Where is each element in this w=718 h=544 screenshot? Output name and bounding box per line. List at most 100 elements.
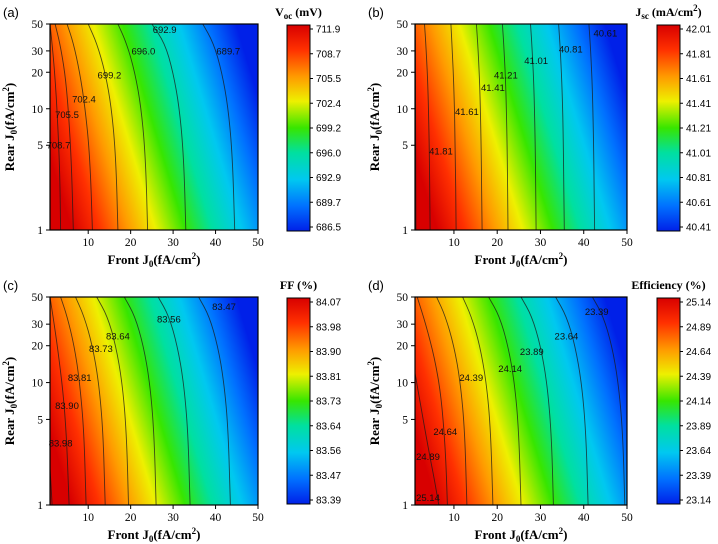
contour-label: 24.64: [433, 427, 457, 438]
contour-line: [530, 24, 537, 230]
colorbar-tick-label: 711.9: [316, 25, 341, 36]
contour-line: [450, 24, 457, 230]
y-tick-label: 20: [32, 341, 44, 353]
colorbar-title-sub: oc: [284, 11, 293, 21]
y-tick-label: 10: [397, 378, 409, 390]
x-axis-label: Front J0(fA/cm2): [475, 526, 568, 544]
colorbar-tick-label: 83.47: [316, 471, 341, 482]
x-label-sup: 2: [559, 251, 564, 261]
colorbar-tick-label: 24.39: [686, 372, 711, 383]
contour-label: 696.0: [131, 46, 155, 57]
x-label-sup: 2: [559, 526, 564, 536]
x-label-sup: 2: [192, 251, 197, 261]
y-tick-label: 1: [402, 225, 408, 237]
y-label-sub: 0: [9, 403, 19, 408]
x-tick-label: 40: [578, 237, 590, 249]
y-label-end: ): [367, 83, 382, 87]
colorbar: [656, 24, 681, 232]
colorbar-tick-label: 23.39: [686, 471, 711, 482]
colorbar-title: Jsc (mA/cm2): [635, 3, 701, 21]
y-tick-label: 5: [37, 140, 43, 152]
colorbar-tick-label: 699.2: [316, 124, 341, 135]
contour-label: 83.98: [49, 439, 73, 450]
x-label-end: ): [563, 527, 567, 542]
y-label-unit: (fA/cm: [367, 91, 382, 129]
contour-line: [123, 297, 157, 505]
plot-background: [50, 24, 258, 230]
colorbar-tick-label: 696.0: [316, 148, 341, 159]
x-tick-label: 10: [82, 512, 94, 524]
colorbar-tick-label: 41.41: [686, 99, 711, 110]
colorbar: [286, 297, 311, 505]
colorbar-tick-label: 83.56: [316, 446, 341, 457]
contour-line: [558, 24, 565, 230]
x-label-sub: 0: [516, 259, 521, 269]
y-tick-label: 30: [32, 46, 44, 58]
colorbar-tick-label: 40.41: [686, 223, 711, 234]
y-label-sup: 2: [1, 361, 11, 366]
contour-label: 689.7: [216, 46, 240, 57]
contour-line: [96, 297, 129, 505]
contour-line: [588, 24, 596, 230]
y-label-sup: 2: [366, 87, 376, 92]
panel-letter: (c): [3, 278, 18, 293]
contour-line: [202, 24, 236, 230]
y-label-sub: 0: [374, 403, 384, 408]
colorbar-title-sub: sc: [641, 11, 649, 21]
contour-line: [198, 297, 231, 505]
contour-line: [50, 24, 62, 230]
colorbar-title-unit: (mV): [292, 5, 322, 19]
colorbar-tick-label: 702.4: [316, 99, 341, 110]
panel-3: 23.39 23.64 23.89 24.14 24.39 24.64 24.89 25.14…: [366, 278, 711, 544]
contour-line: [60, 297, 87, 505]
y-axis-label: Rear J0(fA/cm2): [1, 83, 19, 172]
contour-label: 83.56: [157, 315, 181, 326]
colorbar: [286, 24, 311, 232]
y-label-main: Rear J: [2, 408, 17, 445]
contour-line: [462, 297, 494, 505]
x-tick-label: 40: [578, 512, 590, 524]
contour-label: 708.7: [47, 141, 71, 152]
y-tick-label: 30: [397, 46, 409, 58]
x-tick-label: 30: [167, 512, 179, 524]
colorbar-tick-label: 83.64: [316, 421, 341, 432]
contour-label: 24.39: [459, 373, 483, 384]
x-tick-label: 50: [252, 237, 264, 249]
x-tick-label: 20: [491, 237, 503, 249]
x-label-sup: 2: [192, 526, 197, 536]
y-tick-label: 1: [37, 225, 43, 237]
colorbar-tick-label: 24.14: [686, 397, 711, 408]
colorbar-title-main: V: [275, 5, 284, 19]
contour-label: 83.73: [89, 344, 113, 355]
contour-label: 83.64: [106, 332, 130, 343]
y-axis-label: Rear J0(fA/cm2): [366, 357, 384, 446]
contour-label: 23.39: [585, 307, 609, 318]
plot-frame: [49, 23, 259, 231]
x-tick-label: 20: [125, 512, 137, 524]
colorbar-title-unit: (mA/cm: [649, 5, 693, 19]
x-label-end: ): [563, 252, 567, 267]
contour-label: 83.47: [212, 302, 236, 313]
colorbar-tick-label: 41.01: [686, 148, 711, 159]
panel-letter: (a): [3, 5, 19, 20]
contour-lines: [415, 24, 596, 230]
y-tick-label: 50: [32, 19, 44, 31]
colorbar-tick-label: 84.07: [316, 298, 341, 309]
y-label-sup: 2: [366, 361, 376, 366]
contour-label: 24.14: [498, 364, 522, 375]
contour-line: [157, 297, 191, 505]
y-tick-label: 20: [397, 67, 409, 79]
contour-line: [415, 372, 440, 505]
plot-frame: [414, 23, 628, 231]
x-label-unit: (fA/cm: [520, 252, 558, 267]
colorbar-tick-label: 42.01: [686, 25, 711, 36]
y-tick-label: 30: [397, 319, 409, 331]
y-tick-label: 5: [37, 414, 43, 426]
contour-line: [520, 297, 554, 505]
x-axis-label: Front J0(fA/cm2): [108, 251, 201, 269]
x-tick-label: 40: [210, 237, 222, 249]
y-axis-label: Rear J0(fA/cm2): [1, 357, 19, 446]
x-label-sub: 0: [516, 534, 521, 544]
